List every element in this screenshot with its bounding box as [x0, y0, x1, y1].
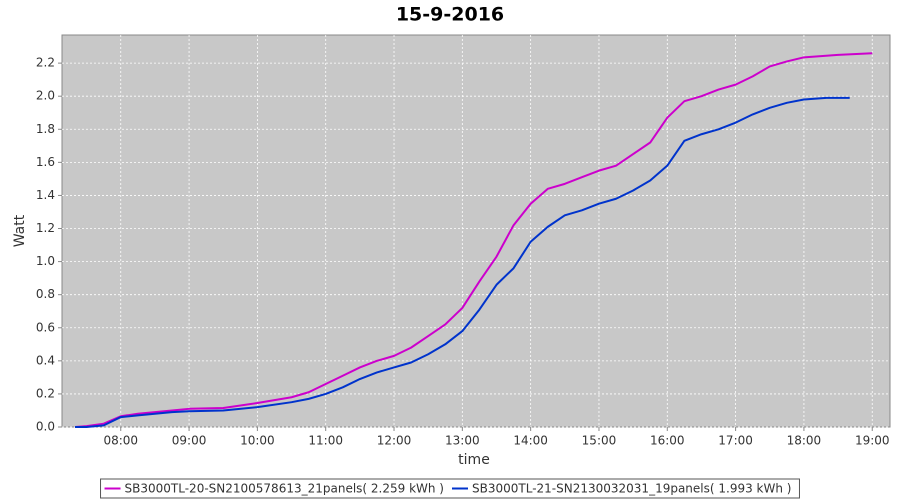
- y-axis-label: Watt: [12, 214, 28, 247]
- y-tick-label: 1.2: [36, 221, 55, 235]
- y-tick-label: 0.8: [36, 287, 55, 301]
- x-axis-label: time: [458, 452, 490, 468]
- series-line: [74, 52, 873, 428]
- x-tick-label: 08:00: [103, 434, 138, 448]
- legend: SB3000TL-20-SN2100578613_21panels( 2.259…: [100, 478, 800, 499]
- y-tick-label: 1.0: [36, 254, 55, 268]
- chart-title: 15-9-2016: [396, 4, 504, 26]
- y-tick-label: 0.4: [36, 353, 55, 367]
- y-tick-label: 0.2: [36, 386, 55, 400]
- legend-box: [100, 478, 800, 499]
- x-tick-label: 15:00: [582, 434, 617, 448]
- y-tick-label: 1.4: [36, 188, 55, 202]
- x-tick-label: 11:00: [308, 434, 343, 448]
- y-tick-label: 0.0: [36, 420, 55, 434]
- series-line: [74, 96, 850, 428]
- y-tick-label: 1.8: [36, 122, 55, 136]
- x-tick-label: 17:00: [718, 434, 753, 448]
- x-tick-label: 12:00: [377, 434, 412, 448]
- x-tick-label: 16:00: [650, 434, 685, 448]
- x-tick-label: 19:00: [855, 434, 890, 448]
- legend-label: SB3000TL-20-SN2100578613_21panels( 2.259…: [125, 482, 444, 496]
- y-tick-label: 2.0: [36, 89, 55, 103]
- y-tick-label: 2.2: [36, 56, 55, 70]
- x-tick-label: 13:00: [445, 434, 480, 448]
- y-tick-label: 1.6: [36, 155, 55, 169]
- x-tick-label: 18:00: [787, 434, 822, 448]
- legend-label: SB3000TL-21-SN2130032031_19panels( 1.993…: [472, 482, 791, 496]
- y-tick-label: 0.6: [36, 320, 55, 334]
- plot-area: [61, 34, 891, 428]
- x-tick-label: 10:00: [240, 434, 275, 448]
- x-tick-label: 14:00: [513, 434, 548, 448]
- x-tick-label: 09:00: [172, 434, 207, 448]
